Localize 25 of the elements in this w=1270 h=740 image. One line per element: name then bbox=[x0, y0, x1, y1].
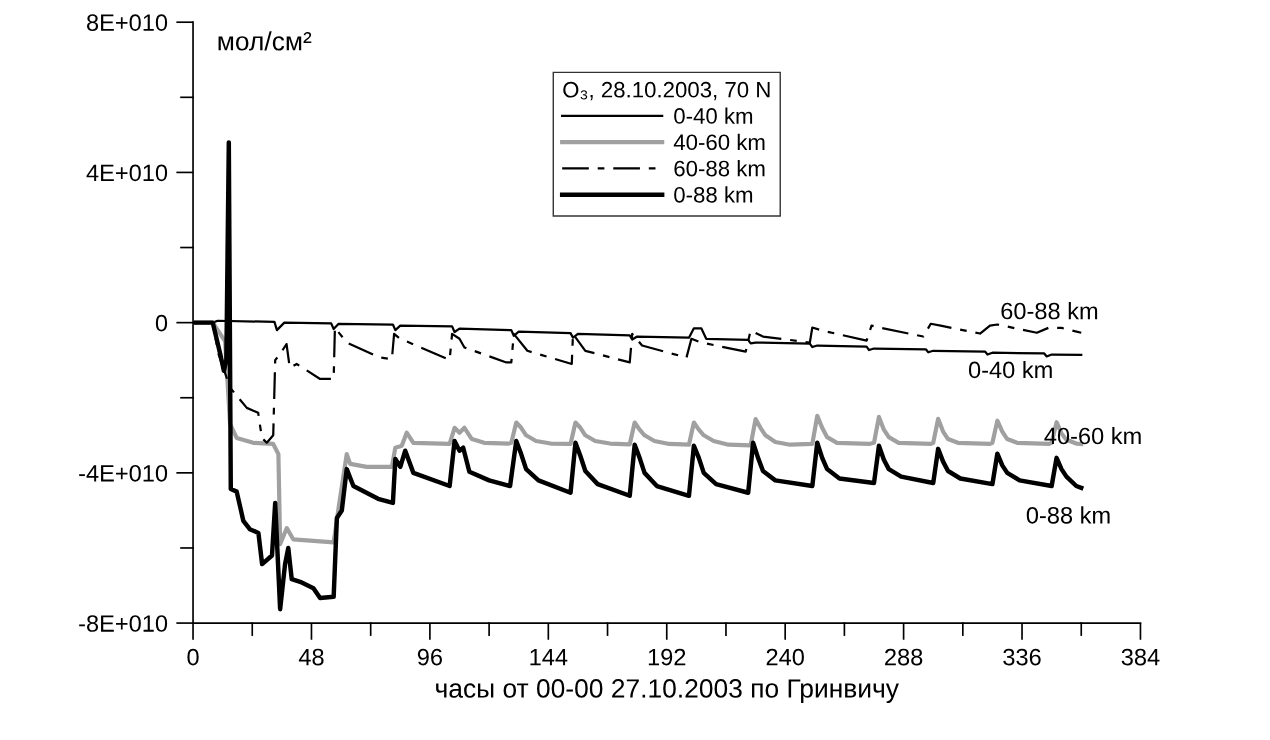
legend-label: 0-88 km bbox=[674, 186, 753, 203]
annotation: 40-60 km bbox=[1044, 427, 1141, 445]
annotation: 60-88 km bbox=[1001, 302, 1098, 320]
x-axis-title: часы от 00-00 27.10.2003 по Гринвичу bbox=[436, 679, 899, 704]
annotation: 0-40 km bbox=[968, 360, 1052, 379]
legend-title: O₃, 28.10.2003, 70 N bbox=[563, 81, 770, 101]
x-tick-label: 144 bbox=[530, 648, 568, 666]
legend-label: 0-40 km bbox=[674, 107, 753, 124]
legend-label: 60-88 km bbox=[674, 160, 765, 177]
x-tick-label: 336 bbox=[1003, 648, 1041, 666]
y-tick-label: 0 bbox=[155, 314, 168, 332]
x-tick-label: 48 bbox=[298, 648, 324, 666]
legend-label: 40-60 km bbox=[673, 133, 765, 151]
y-tick-label: -8E+010 bbox=[79, 615, 168, 632]
x-tick-label: 384 bbox=[1121, 648, 1160, 666]
x-tick-label: 0 bbox=[187, 648, 199, 666]
annotation: 0-88 km bbox=[1026, 506, 1110, 524]
x-tick-label: 288 bbox=[885, 648, 923, 666]
x-tick-label: 96 bbox=[417, 648, 442, 666]
y-axis-title: мол/см² bbox=[218, 31, 312, 51]
y-tick-label: 8E+010 bbox=[87, 14, 168, 31]
x-tick-label: 192 bbox=[648, 648, 686, 666]
y-tick-label: -4E+010 bbox=[79, 464, 168, 482]
y-tick-label: 4E+010 bbox=[86, 164, 168, 182]
x-tick-label: 240 bbox=[766, 648, 804, 666]
